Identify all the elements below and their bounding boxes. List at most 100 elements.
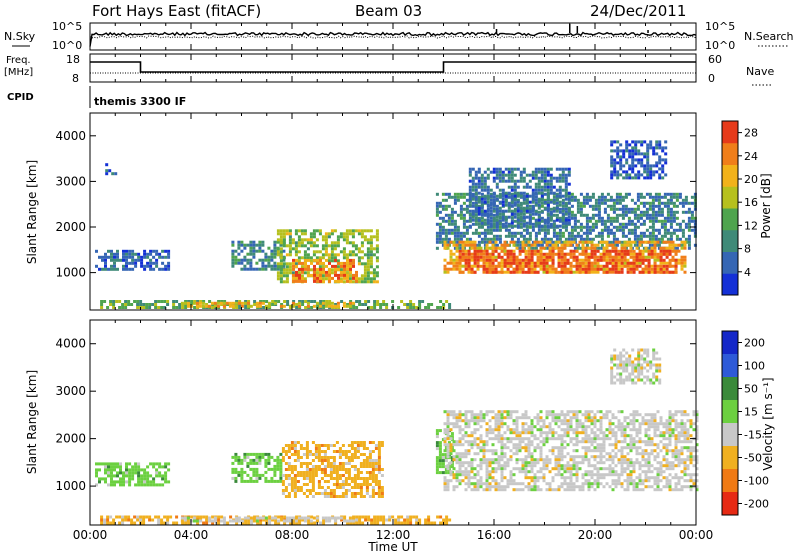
heatmap-cell (471, 201, 475, 205)
heatmap-cell (462, 207, 466, 211)
heatmap-cell (282, 235, 286, 239)
heatmap-cell (485, 470, 489, 474)
heatmap-cell (668, 261, 672, 265)
heatmap-cell (249, 479, 253, 483)
heatmap-cell (581, 252, 585, 256)
heatmap-cell (360, 232, 364, 236)
heatmap-cell (109, 521, 113, 525)
heatmap-cell (317, 459, 321, 462)
heatmap-cell (207, 519, 211, 523)
heatmap-cell (315, 238, 319, 242)
frequency-panel: Freq. [MHz] 18 8 60 0 Nave CPID themis 3… (4, 53, 774, 108)
heatmap-cell (142, 515, 146, 519)
heatmap-cell (247, 300, 251, 303)
heatmap-cell (327, 259, 331, 263)
heatmap-cell (361, 303, 365, 306)
heatmap-cell (443, 440, 447, 444)
heatmap-cell (334, 270, 337, 274)
heatmap-cell (468, 179, 472, 183)
heatmap-cell (489, 206, 493, 210)
heatmap-cell (573, 234, 577, 238)
heatmap-cell (661, 149, 665, 153)
heatmap-cell (480, 182, 484, 186)
heatmap-cell (326, 462, 330, 465)
heatmap-cell (377, 459, 381, 462)
heatmap-cell (119, 477, 122, 481)
heatmap-cell (291, 301, 295, 305)
heatmap-cell (533, 264, 537, 268)
heatmap-cell (672, 228, 676, 232)
heatmap-cell (336, 235, 340, 239)
heatmap-cell (308, 471, 312, 474)
heatmap-cell (570, 192, 574, 196)
heatmap-cell (525, 206, 529, 210)
heatmap-cell (486, 207, 490, 211)
heatmap-cell (551, 267, 555, 271)
heatmap-cell (608, 243, 612, 247)
heatmap-cell (435, 246, 439, 250)
heatmap-cell (489, 201, 493, 205)
heatmap-cell (343, 270, 346, 274)
heatmap-cell (370, 306, 374, 309)
heatmap-cell (485, 479, 489, 483)
heatmap-cell (488, 449, 492, 453)
heatmap-cell (377, 495, 381, 498)
heatmap-cell (295, 276, 298, 280)
heatmap-cell (588, 225, 592, 229)
heatmap-cell (555, 206, 559, 210)
heatmap-cell (369, 244, 373, 248)
heatmap-cell (109, 303, 113, 306)
heatmap-cell (658, 173, 662, 177)
heatmap-cell (235, 300, 239, 303)
heatmap-cell (482, 416, 486, 420)
heatmap-cell (480, 224, 484, 228)
heatmap-cell (249, 240, 253, 244)
heatmap-cell (596, 243, 600, 247)
heatmap-cell (441, 228, 445, 232)
heatmap-cell (140, 255, 144, 259)
heatmap-cell (636, 192, 640, 196)
heatmap-cell (468, 237, 472, 241)
heatmap-cell (240, 467, 244, 471)
heatmap-cell (316, 276, 319, 280)
heatmap-cell (581, 243, 585, 247)
heatmap-cell (558, 203, 562, 207)
heatmap-cell (313, 264, 316, 268)
heatmap-cell (548, 258, 552, 262)
heatmap-cell (470, 476, 474, 480)
colorbar-tick-label: 24 (744, 150, 758, 163)
heatmap-cell (477, 191, 481, 195)
heatmap-cell (597, 207, 601, 211)
heatmap-cell (647, 270, 651, 274)
heatmap-cell (313, 300, 317, 303)
heatmap-cell (521, 240, 525, 244)
heatmap-cell (316, 261, 319, 265)
heatmap-cell (474, 218, 478, 222)
heatmap-cell (513, 167, 517, 171)
heatmap-cell (666, 228, 670, 232)
heatmap-cell (513, 215, 517, 219)
heatmap-cell (435, 441, 439, 445)
heatmap-cell (596, 270, 600, 274)
heatmap-cell (558, 200, 562, 204)
heatmap-cell (629, 246, 633, 250)
heatmap-cell (515, 246, 519, 250)
heatmap-cell (267, 264, 271, 268)
heatmap-cell (658, 155, 662, 159)
heatmap-cell (315, 244, 319, 248)
heatmap-cell (653, 267, 657, 271)
heatmap-cell (281, 483, 285, 486)
colorbar-segment (722, 251, 738, 274)
heatmap-cell (503, 431, 507, 435)
heatmap-cell (527, 261, 531, 265)
heatmap-cell (464, 470, 468, 474)
heatmap-cell (549, 179, 553, 183)
heatmap-cell (452, 416, 456, 420)
heatmap-cell (252, 519, 256, 523)
heatmap-cell (294, 241, 298, 245)
heatmap-cell (332, 495, 336, 498)
heatmap-cell (443, 428, 447, 432)
heatmap-cell (366, 259, 370, 263)
heatmap-cell (335, 441, 339, 444)
heatmap-cell (250, 521, 254, 525)
